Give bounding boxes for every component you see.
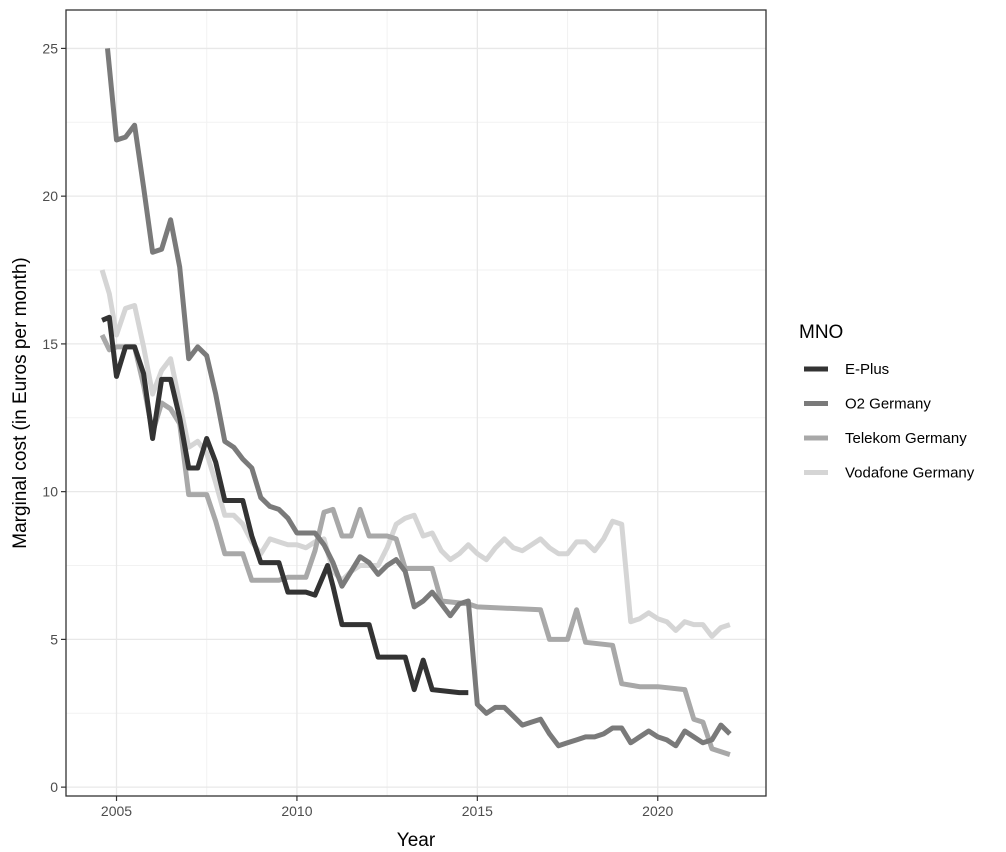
y-tick-label: 15: [42, 336, 58, 352]
y-tick-label: 5: [50, 631, 58, 647]
series-line-telekom-germany: [99, 333, 731, 757]
x-tick-label: 2005: [101, 803, 132, 819]
y-tick-label: 25: [42, 40, 58, 56]
series-line-e-plus: [101, 314, 469, 696]
x-tick-label: 2020: [642, 803, 673, 819]
y-tick-label: 20: [42, 188, 58, 204]
y-tick-label: 10: [42, 484, 58, 500]
x-axis-title: Year: [397, 830, 436, 851]
legend-label-o2-germany: O2 Germany: [845, 396, 931, 413]
legend-title: MNO: [799, 322, 843, 343]
legend-label-e-plus: E-Plus: [845, 361, 889, 378]
legend-items: E-Plus O2 Germany Telekom Germany Vodafone …: [804, 361, 975, 482]
plot-border: [65, 9, 767, 797]
y-tick-label: 0: [50, 779, 58, 795]
x-tick-label: 2015: [462, 803, 493, 819]
legend-label-vodafone-germany: Vodafone Germany: [845, 465, 975, 482]
legend: MNO E-Plus O2 Germany Telekom Germany Vodaf…: [799, 322, 975, 482]
x-tick-label: 2010: [281, 803, 312, 819]
legend-label-telekom-germany: Telekom Germany: [845, 430, 967, 447]
axis-ticks: 2005 2010 2015 2020 0 5 10 15 20 25: [42, 40, 673, 819]
series-lines: [99, 48, 732, 757]
series-line-o2-germany: [105, 48, 732, 749]
y-axis-title: Marginal cost (in Euros per month): [10, 257, 31, 548]
plot-panel: [66, 10, 766, 796]
